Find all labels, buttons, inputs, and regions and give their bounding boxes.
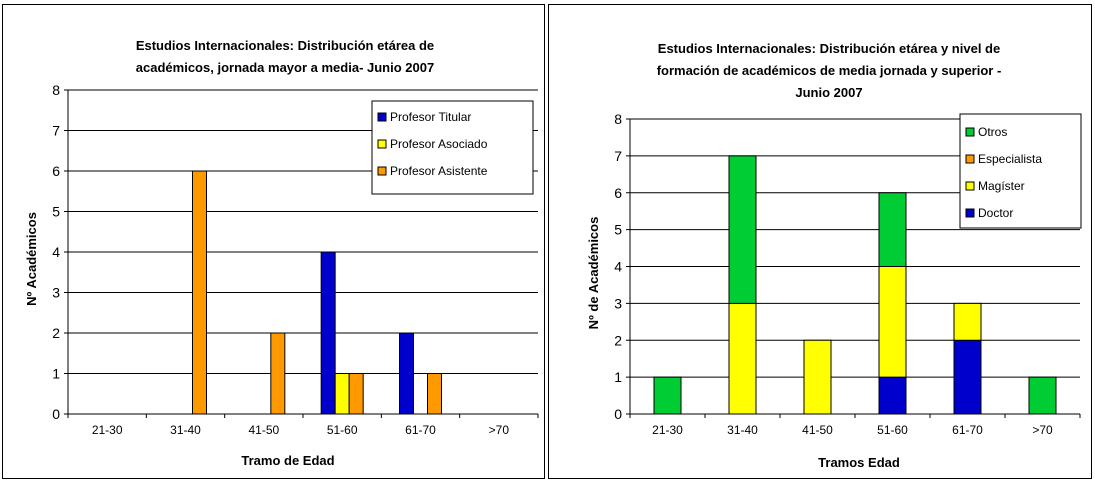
chart-panel-2: Estudios Internacionales: Distribución e… — [548, 4, 1092, 479]
chart-1-x-tick-label: >70 — [489, 423, 510, 437]
chart-2-y-tick-label: 4 — [614, 259, 622, 275]
chart-2-bar — [728, 155, 757, 304]
chart-1-y-tick-label: 6 — [52, 163, 60, 179]
chart-2-svg: Estudios Internacionales: Distribución e… — [586, 41, 1082, 470]
chart-1-legend-label: Profesor Asistente — [390, 164, 488, 178]
chart-2-legend-swatch — [965, 127, 975, 137]
chart-2-y-tick-label: 8 — [614, 111, 622, 127]
chart-1-y-tick-label: 5 — [52, 204, 60, 220]
chart-2-x-tick-label: >70 — [1032, 423, 1053, 437]
chart-2-legend-label: Otros — [978, 125, 1007, 139]
chart-2-bar — [953, 339, 982, 415]
chart-1-legend-box — [371, 100, 534, 195]
chart-1-x-axis-label: Tramo de Edad — [241, 453, 334, 468]
chart-1-legend-label: Profesor Asociado — [390, 137, 488, 151]
chart-1-y-tick-label: 7 — [52, 123, 60, 139]
chart-1-x-tick-label: 41-50 — [248, 423, 279, 437]
chart-1-title-line: académicos, jornada mayor a media- Junio… — [136, 60, 434, 75]
chart-2-y-tick-label: 6 — [614, 185, 622, 201]
chart-2-title-line: formación de académicos de media jornada… — [657, 63, 1002, 78]
chart-1-bar — [427, 373, 442, 415]
chart-1-legend-swatch — [377, 166, 387, 176]
chart-1-x-tick-label: 31-40 — [170, 423, 201, 437]
chart-2-legend-label: Doctor — [978, 206, 1013, 220]
chart-2-bar — [728, 302, 757, 415]
chart-1-y-tick-label: 1 — [52, 366, 60, 382]
chart-2-x-tick-label: 41-50 — [802, 423, 833, 437]
chart-2-title-line: Junio 2007 — [795, 85, 862, 100]
chart-1-y-tick-label: 0 — [52, 406, 60, 422]
chart-2-bar — [878, 192, 907, 267]
chart-1-y-axis-label: Nº Académicos — [24, 212, 39, 306]
chart-1-y-tick-label: 3 — [52, 285, 60, 301]
chart-2-y-tick-label: 5 — [614, 222, 622, 238]
chart-1-x-tick-label: 51-60 — [327, 423, 358, 437]
chart-2-y-tick-label: 0 — [614, 406, 622, 422]
chart-1-bar — [334, 373, 350, 415]
chart-2-bar — [803, 339, 832, 415]
chart-1-x-tick-label: 61-70 — [405, 423, 436, 437]
chart-1-legend-label: Profesor Titular — [390, 110, 471, 124]
chart-2-legend-box — [959, 113, 1082, 229]
chart-1-legend-swatch — [377, 112, 387, 122]
chart-1-legend-swatch — [377, 139, 387, 149]
chart-1-svg: Estudios Internacionales: Distribución e… — [24, 38, 539, 468]
chart-1-title-line: Estudios Internacionales: Distribución e… — [136, 38, 434, 53]
chart-2-x-tick-label: 51-60 — [877, 423, 908, 437]
chart-2-x-tick-label: 21-30 — [652, 423, 683, 437]
chart-2-legend-swatch — [965, 208, 975, 218]
chart-1-y-tick-label: 4 — [52, 244, 60, 260]
chart-2-x-tick-label: 61-70 — [952, 423, 983, 437]
chart-2-bar — [653, 376, 682, 415]
chart-2-y-tick-label: 1 — [614, 369, 622, 385]
chart-1-y-tick-label: 8 — [52, 82, 60, 98]
chart-panel-1: Estudios Internacionales: Distribución e… — [2, 4, 545, 479]
chart-2-x-axis-label: Tramos Edad — [818, 455, 900, 470]
chart-1-x-tick-label: 21-30 — [92, 423, 123, 437]
chart-2-y-axis-label: Nº de Académicos — [586, 217, 601, 330]
chart-2-legend-swatch — [965, 181, 975, 191]
chart-1-bar — [348, 373, 364, 415]
chart-2-bar — [878, 266, 907, 378]
chart-1-bar — [320, 251, 336, 415]
chart-2-bar — [953, 302, 982, 341]
chart-2-legend-swatch — [965, 154, 975, 164]
chart-1-y-tick-label: 2 — [52, 325, 60, 341]
chart-2-legend-label: Especialista — [978, 152, 1042, 166]
chart-2-y-tick-label: 7 — [614, 148, 622, 164]
chart-2-x-tick-label: 31-40 — [727, 423, 758, 437]
chart-2-y-tick-label: 3 — [614, 295, 622, 311]
chart-1-bar — [270, 332, 286, 415]
chart-2-legend-label: Magíster — [978, 179, 1025, 193]
chart-2-bar — [1028, 376, 1057, 415]
chart-2-title-line: Estudios Internacionales: Distribución e… — [658, 41, 1000, 56]
chart-1-bar — [192, 170, 207, 415]
chart-1-bar — [399, 332, 414, 415]
chart-2-y-tick-label: 2 — [614, 332, 622, 348]
chart-2-bar — [878, 376, 907, 415]
